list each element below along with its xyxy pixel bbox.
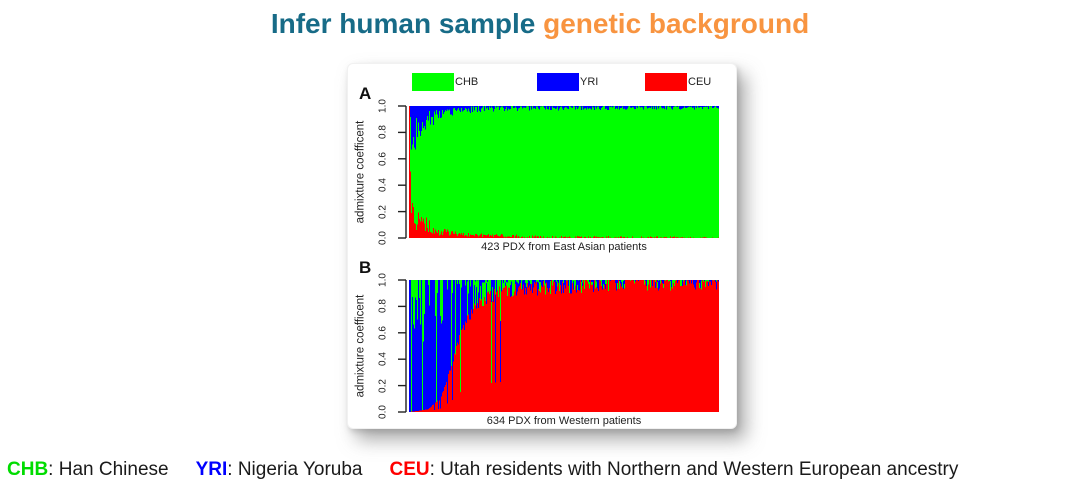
yri-color-swatch [537, 73, 579, 91]
panel-a: A admixture coefficent 0.0 0.2 0.4 0.6 0.8 1.… [348, 84, 736, 260]
y-tick-label: 0.4 [377, 352, 389, 367]
legend-item-ceu: CEU [645, 73, 711, 91]
population-key: CHB: Han Chinese YRI: Nigeria Yoruba CEU… [7, 459, 1077, 481]
panel-a-y-axis-title: admixture coefficent [352, 106, 368, 238]
y-tick-label: 0.4 [377, 178, 389, 193]
panel-a-caption: 423 PDX from East Asian patients [481, 241, 647, 253]
legend-label-ceu: CEU [688, 76, 712, 88]
panel-b-y-axis-line [398, 279, 407, 413]
panel-b-admixture-bars [409, 280, 719, 412]
figure-card: CHB YRI CEU A admixture coefficent 0.0 0.… [347, 63, 737, 429]
key-chb-abbr: CHB [7, 459, 49, 480]
panel-a-label: A [359, 84, 372, 103]
key-ceu-desc: : Utah residents with Northern and Weste… [429, 459, 959, 480]
legend-item-yri: YRI [537, 73, 598, 91]
ceu-color-swatch [645, 73, 687, 91]
y-tick-label: 0.6 [377, 151, 389, 166]
y-tick-label: 0.2 [377, 378, 389, 393]
panel-b-y-axis-title: admixture coefficent [352, 280, 368, 412]
key-yri: YRI: Nigeria Yoruba [196, 459, 363, 481]
panel-a-y-axis-title-text: admixture coefficent [354, 120, 367, 224]
panel-b-y-tick-labels: 0.0 0.2 0.4 0.6 0.8 1.0 [375, 273, 391, 419]
page-title-part2: genetic background [543, 8, 810, 39]
panel-a-y-axis-line [398, 105, 407, 239]
y-tick-label: 0.0 [377, 231, 389, 245]
panel-b-y-axis-title-text: admixture coefficent [354, 294, 367, 398]
page-title: Infer human sample genetic background [0, 8, 1080, 40]
legend-item-chb: CHB [412, 73, 478, 91]
key-yri-desc: : Nigeria Yoruba [227, 459, 363, 480]
chart-legend: CHB YRI CEU [348, 73, 736, 93]
y-tick-label: 1.0 [377, 99, 389, 113]
chb-color-swatch [412, 73, 454, 91]
panel-b: B admixture coefficent 0.0 0.2 0.4 0.6 0.8 1.… [348, 258, 736, 434]
panel-b-label: B [359, 258, 372, 277]
panel-b-caption: 634 PDX from Western patients [486, 415, 642, 427]
panel-a-admixture-bars [409, 106, 719, 238]
y-tick-label: 0.8 [377, 299, 389, 314]
legend-label-chb: CHB [455, 76, 479, 88]
legend-label-yri: YRI [580, 76, 599, 88]
y-tick-label: 0.6 [377, 325, 389, 340]
page-title-part1: Infer human sample [270, 8, 544, 39]
y-tick-label: 0.0 [377, 405, 389, 419]
key-chb-desc: : Han Chinese [48, 459, 169, 480]
y-tick-label: 0.8 [377, 125, 389, 140]
key-ceu-abbr: CEU [389, 459, 430, 480]
key-chb: CHB: Han Chinese [7, 459, 169, 481]
y-tick-label: 1.0 [377, 273, 389, 287]
panel-a-y-tick-labels: 0.0 0.2 0.4 0.6 0.8 1.0 [375, 99, 391, 245]
key-yri-abbr: YRI [195, 459, 228, 480]
y-tick-label: 0.2 [377, 204, 389, 219]
key-ceu: CEU: Utah residents with Northern and We… [389, 459, 958, 481]
